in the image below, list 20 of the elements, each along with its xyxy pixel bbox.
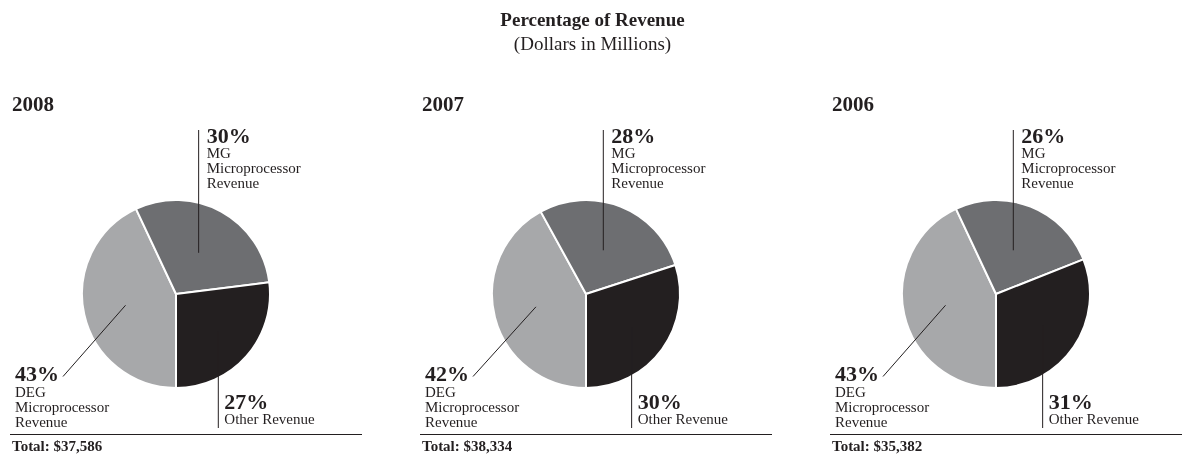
slice-label: Other Revenue	[1048, 411, 1140, 428]
text: (Dollars in Millions)	[512, 32, 673, 56]
data-label: 30%	[637, 388, 682, 414]
text: Percentage of Revenue	[499, 8, 686, 32]
slice-label: MG Microprocessor Revenue	[206, 145, 301, 192]
slice-label: Other Revenue	[224, 411, 316, 428]
chart-title: 2007	[421, 92, 465, 116]
data-label: 28%	[611, 122, 656, 148]
text: Total: $35,382	[830, 434, 1182, 455]
slice-label: MG Microprocessor Revenue	[611, 145, 706, 192]
text: Total: $37,586	[10, 434, 362, 455]
slice-label: MG Microprocessor Revenue	[1021, 145, 1116, 192]
slice-label: Other Revenue	[637, 411, 729, 428]
data-label: 30%	[206, 122, 251, 148]
data-label: 31%	[1048, 388, 1093, 414]
chart-title: 2006	[831, 92, 875, 116]
text: Total: $38,334	[420, 434, 772, 455]
chart-title: 2008	[11, 92, 55, 116]
data-label: 27%	[224, 388, 269, 414]
data-label: 26%	[1021, 122, 1066, 148]
